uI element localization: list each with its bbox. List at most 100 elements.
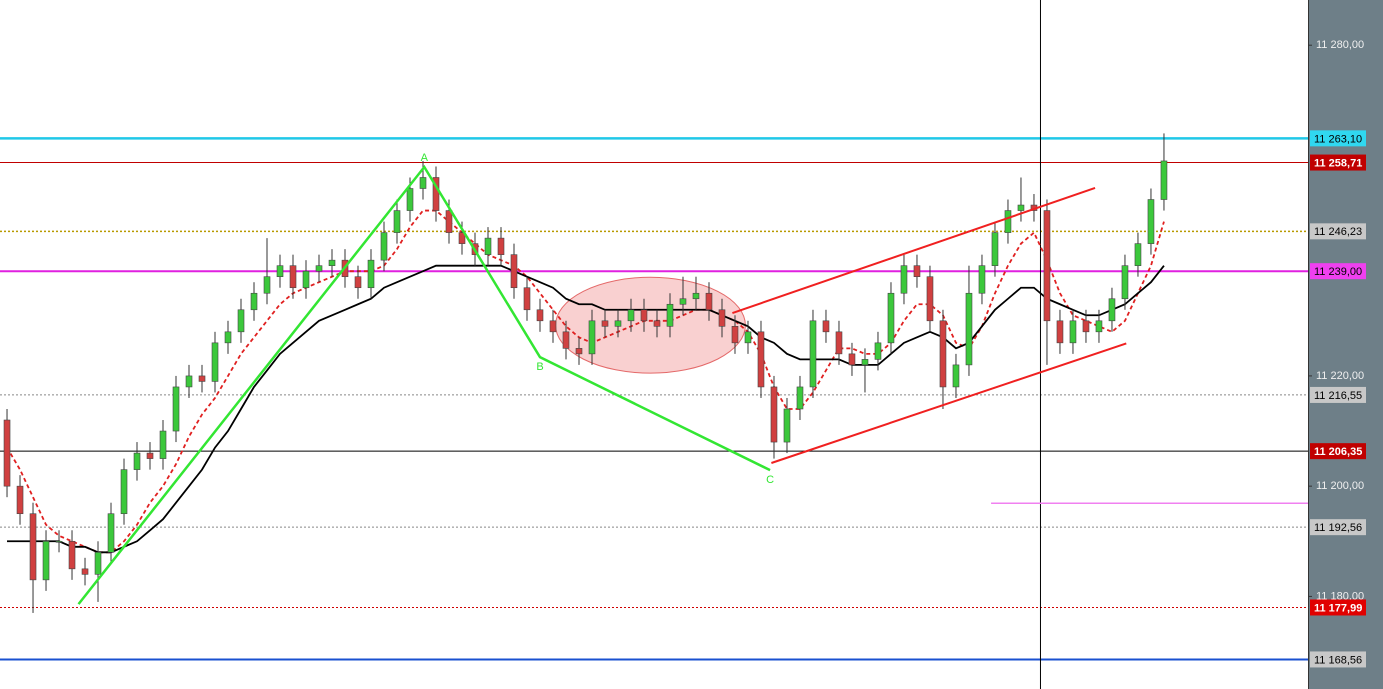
- candle-body: [263, 276, 271, 294]
- candle-body: [406, 188, 414, 211]
- candle-body: [978, 265, 986, 294]
- candle-body: [42, 540, 50, 581]
- candle-body: [328, 259, 336, 266]
- candle-body: [861, 359, 869, 366]
- candle-body: [497, 237, 505, 255]
- candle-body: [1147, 199, 1155, 244]
- channel-line: [732, 187, 1096, 315]
- candle-body: [419, 177, 427, 189]
- pattern-label: B: [536, 361, 543, 373]
- candle-body: [718, 309, 726, 327]
- ellipse-annotation: [555, 276, 746, 374]
- candle-body: [614, 320, 622, 327]
- level-label: 11 246,23: [1314, 226, 1362, 238]
- candle-body: [68, 540, 76, 570]
- candle-body: [926, 276, 934, 322]
- candle-body: [601, 320, 609, 327]
- candle-body: [952, 364, 960, 388]
- candle-body: [1069, 320, 1077, 344]
- level-label-box: [1310, 599, 1366, 616]
- y-tick-label: 11 200,00: [1316, 480, 1364, 492]
- level-label: 11 258,71: [1314, 157, 1362, 169]
- candle-body: [159, 430, 167, 459]
- candle-body: [965, 292, 973, 366]
- level-label: 11 177,99: [1314, 602, 1362, 614]
- candle-body: [1108, 298, 1116, 322]
- candle-body: [250, 292, 258, 311]
- candle-body: [445, 210, 453, 233]
- candle-body: [692, 292, 700, 300]
- candle-body: [237, 309, 245, 333]
- level-label: 11 206,35: [1314, 446, 1362, 458]
- candle-body: [276, 265, 284, 278]
- y-tick-label: 11 220,00: [1316, 370, 1364, 382]
- candle-body: [81, 568, 89, 575]
- candle-body: [289, 265, 297, 289]
- candle-body: [367, 259, 375, 289]
- candle-body: [913, 265, 921, 278]
- candle-body: [1004, 210, 1012, 233]
- level-label: 11 239,00: [1314, 266, 1362, 278]
- candle-body: [1134, 243, 1142, 266]
- channel-line: [771, 342, 1127, 464]
- candle-body: [29, 513, 37, 581]
- candle-body: [133, 452, 141, 470]
- candle-body: [1121, 265, 1129, 300]
- level-label-box: [1310, 130, 1366, 147]
- candle-body: [484, 237, 492, 255]
- candle-body: [822, 320, 830, 333]
- candle-body: [393, 210, 401, 233]
- candle-body: [1017, 204, 1025, 211]
- pattern-line: [77, 164, 771, 605]
- pattern-label: A: [421, 152, 429, 164]
- level-label-box: [1310, 154, 1366, 171]
- candle-body: [575, 348, 583, 355]
- candle-body: [588, 320, 596, 355]
- level-label-box: [1310, 443, 1366, 460]
- candle-body: [120, 469, 128, 515]
- candle-body: [1095, 320, 1103, 333]
- pattern-label: C: [766, 474, 774, 486]
- candle-body: [809, 320, 817, 388]
- candle-body: [627, 309, 635, 322]
- candle-body: [939, 320, 947, 388]
- level-label: 11 168,56: [1314, 654, 1362, 666]
- candle-body: [783, 408, 791, 443]
- candle-body: [848, 353, 856, 366]
- candle-body: [94, 552, 102, 575]
- candle-body: [1056, 320, 1064, 344]
- price-axis: [1308, 0, 1383, 689]
- candle-body: [549, 320, 557, 333]
- candle-body: [172, 386, 180, 432]
- candle-body: [432, 177, 440, 211]
- candle-body: [1043, 210, 1051, 322]
- candle-body: [55, 540, 63, 543]
- candle-body: [536, 309, 544, 322]
- candle-body: [887, 292, 895, 344]
- level-label: 11 263,10: [1314, 133, 1362, 145]
- candle-body: [198, 375, 206, 382]
- candle-body: [1082, 320, 1090, 333]
- candle-body: [653, 320, 661, 327]
- candle-body: [302, 270, 310, 289]
- candle-body: [731, 326, 739, 344]
- candle-body: [380, 232, 388, 261]
- candle-body: [770, 386, 778, 443]
- level-label-box: [1310, 223, 1366, 240]
- level-label: 11 192,56: [1314, 522, 1362, 534]
- candle-body: [744, 331, 752, 344]
- level-label-box: [1310, 651, 1366, 668]
- candle-body: [224, 331, 232, 344]
- y-tick-label: 11 180,00: [1316, 590, 1364, 602]
- candle-body: [705, 292, 713, 311]
- candle-body: [991, 232, 999, 266]
- candle-body: [354, 276, 362, 289]
- candle-body: [458, 232, 466, 244]
- candle-body: [523, 287, 531, 311]
- candle-body: [796, 386, 804, 410]
- candle-body: [510, 254, 518, 289]
- level-label-box: [1310, 386, 1366, 403]
- candle-body: [900, 265, 908, 294]
- candle-body: [562, 331, 570, 349]
